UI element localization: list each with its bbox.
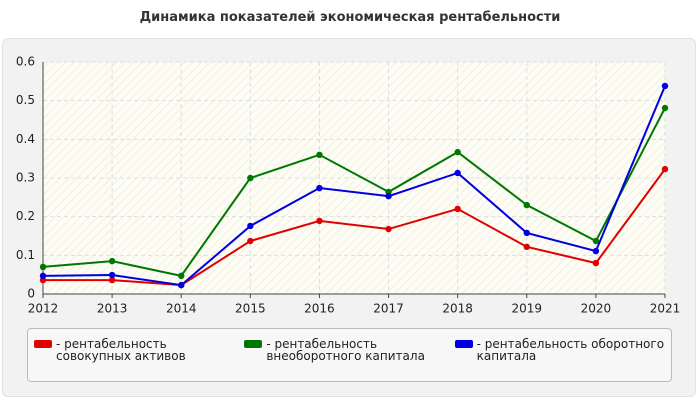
legend-swatch bbox=[34, 340, 52, 348]
point bbox=[178, 272, 185, 280]
x-tick-label: 2014 bbox=[166, 302, 197, 316]
x-tick-label: 2016 bbox=[304, 302, 335, 316]
legend-item: - рентабельность оборотного капитала bbox=[454, 337, 665, 381]
series-line bbox=[43, 168, 666, 287]
y-tick-label: 0.4 bbox=[16, 132, 35, 146]
point bbox=[454, 148, 461, 156]
legend-swatch bbox=[454, 340, 473, 348]
point bbox=[661, 165, 669, 173]
legend: - рентабельность совокупных активов - рен… bbox=[27, 328, 672, 382]
point bbox=[108, 271, 116, 279]
x-tick-label: 2018 bbox=[442, 302, 473, 316]
x-tick-label: 2017 bbox=[373, 302, 404, 316]
x-tick-label: 2015 bbox=[235, 302, 266, 316]
y-tick-label: 0.2 bbox=[16, 209, 35, 223]
point bbox=[454, 205, 461, 213]
point bbox=[592, 259, 600, 267]
chart-title: Динамика показателей экономическая рента… bbox=[139, 10, 561, 25]
point bbox=[108, 257, 116, 265]
x-tick-label: 2013 bbox=[97, 302, 128, 316]
y-tick-label: 0.5 bbox=[16, 93, 35, 107]
series-line bbox=[42, 85, 666, 287]
x-tick-label: 2019 bbox=[512, 302, 543, 316]
point bbox=[523, 229, 530, 237]
legend-item: - рентабельность совокупных активов bbox=[34, 338, 244, 381]
legend-item: - рентабельность внеоборотного капитала bbox=[244, 338, 454, 381]
point bbox=[592, 237, 600, 245]
y-tick-label: 0.6 bbox=[16, 55, 35, 69]
legend-swatch bbox=[244, 340, 263, 348]
point bbox=[385, 225, 392, 233]
x-tick-label: 2021 bbox=[650, 302, 681, 316]
point bbox=[247, 174, 254, 182]
point bbox=[592, 247, 600, 255]
y-tick-label: 0.1 bbox=[16, 248, 35, 262]
legend-label: - рентабельность оборотного капитала bbox=[476, 337, 665, 363]
point bbox=[108, 276, 116, 284]
point bbox=[661, 82, 669, 90]
legend-label: - рентабельность совокупных активов bbox=[56, 337, 186, 363]
y-tick-label: 0.3 bbox=[16, 171, 35, 185]
legend-label: - рентабельность внеоборотного капитала bbox=[266, 337, 425, 363]
point bbox=[178, 281, 185, 289]
point bbox=[523, 243, 530, 251]
series-line bbox=[42, 107, 666, 277]
x-tick-label: 2020 bbox=[581, 302, 612, 316]
chart: 0 0.1 0.2 0.3 0.4 0.5 0.6 2012 2013 2014 2015 2016 2… bbox=[16, 55, 681, 316]
point bbox=[247, 237, 254, 245]
point bbox=[454, 169, 461, 177]
y-tick-label: 0 bbox=[27, 287, 35, 301]
point bbox=[316, 151, 323, 158]
point bbox=[523, 201, 530, 209]
point bbox=[316, 217, 323, 225]
point bbox=[385, 192, 392, 200]
x-tick-label: 2012 bbox=[28, 302, 59, 316]
point bbox=[39, 272, 47, 280]
point bbox=[316, 184, 323, 192]
point bbox=[39, 263, 47, 271]
point bbox=[661, 104, 669, 112]
point bbox=[247, 222, 254, 230]
